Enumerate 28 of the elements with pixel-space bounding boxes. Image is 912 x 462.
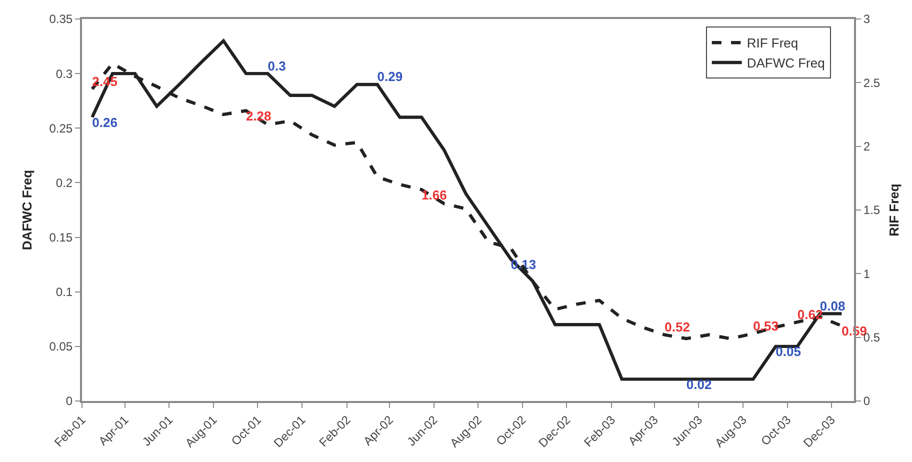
y-tick-label: 0.15 xyxy=(49,230,73,244)
y2-tick-label: 2 xyxy=(863,140,870,154)
data-label: 0.53 xyxy=(753,318,778,334)
data-label: 0.3 xyxy=(268,58,286,74)
y2-tick-label: 1.5 xyxy=(863,203,880,218)
y-tick-label: 0.25 xyxy=(49,121,73,136)
data-label: 0.05 xyxy=(776,344,801,360)
y-tick-label: 0.3 xyxy=(56,66,73,81)
line-series xyxy=(90,39,844,381)
legend-label: DAFWC Freq xyxy=(746,56,825,71)
y-tick-label: 0.05 xyxy=(49,340,73,354)
y2-tick-label: 2.5 xyxy=(863,76,880,90)
y-axis-title: DAFWC Freq xyxy=(20,170,35,250)
y2-axis-title: RIF Freq xyxy=(886,184,902,236)
data-label: 0.26 xyxy=(92,114,118,130)
data-label: 2.28 xyxy=(246,108,272,124)
y2-tick-label: 3 xyxy=(863,12,870,26)
y-tick-label: 0.2 xyxy=(56,176,73,190)
data-label: 0.29 xyxy=(377,69,403,84)
y-tick-label: 0 xyxy=(66,394,73,408)
legend-label: RIF Freq xyxy=(746,36,798,51)
data-label: 1.66 xyxy=(422,187,447,202)
y-tick-label: 0.1 xyxy=(56,285,73,300)
data-label: 0.02 xyxy=(686,376,712,392)
y2-tick-label: 1 xyxy=(863,266,870,281)
data-label: 0.52 xyxy=(664,320,690,335)
y2-tick-label: 0 xyxy=(863,394,870,408)
y-tick-label: 0.35 xyxy=(49,12,73,26)
